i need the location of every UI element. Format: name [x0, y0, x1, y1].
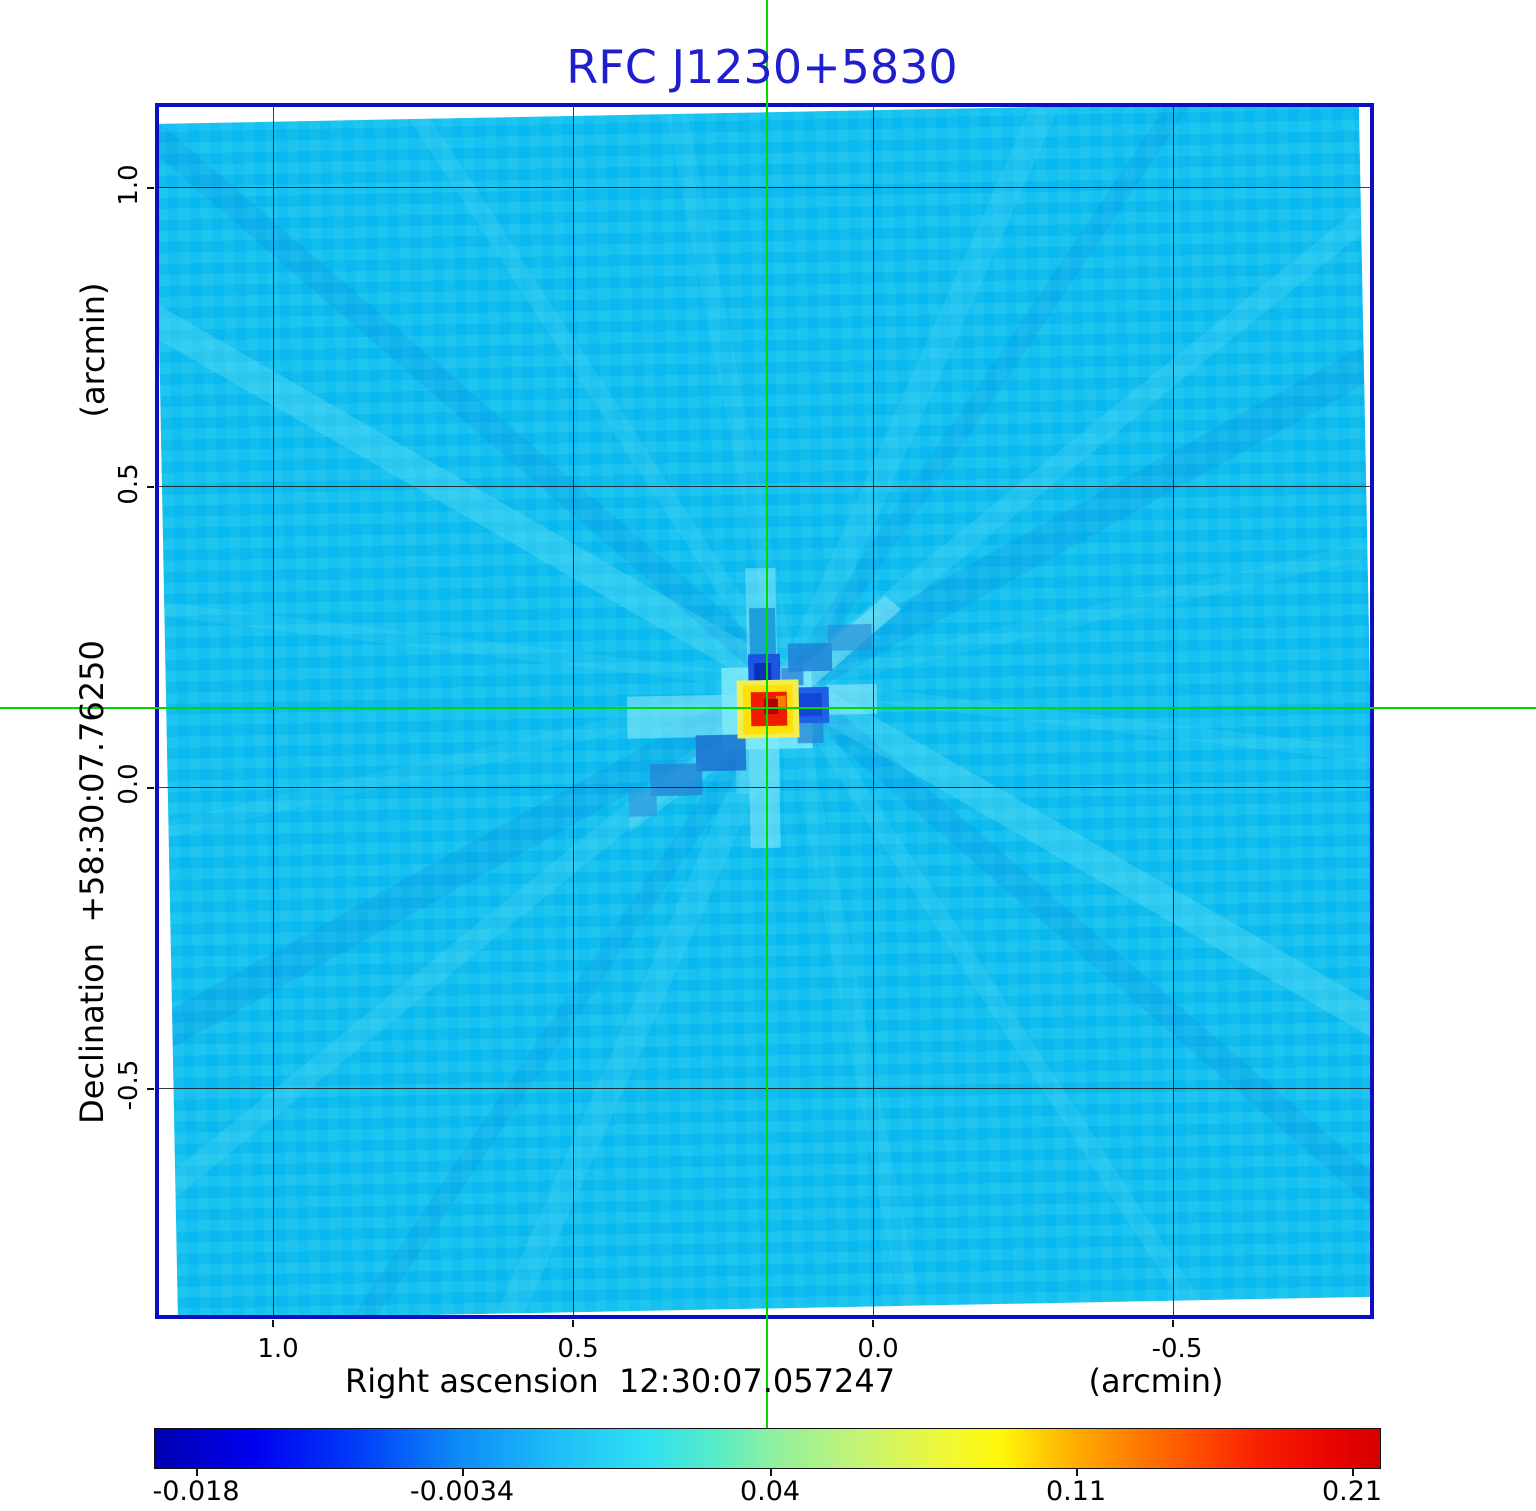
grid-line-ra-1.0	[273, 107, 274, 1315]
crosshair-horizontal-line	[0, 707, 1536, 709]
x-tick-label: 0.5	[557, 1334, 599, 1364]
y-tick-label: 0.5	[114, 463, 144, 505]
grid-line-dec--0.5	[159, 1088, 1370, 1089]
colorbar-tick-label: -0.0034	[409, 1476, 515, 1507]
colorbar-tick-label: 0.21	[1321, 1476, 1383, 1507]
colorbar-tick-label: 0.04	[739, 1476, 801, 1507]
grid-line-dec-0.5	[159, 486, 1370, 487]
grid-line-dec-0.0	[159, 787, 1370, 788]
colorbar-tickmark	[1076, 1469, 1078, 1476]
y-tickmark	[147, 1088, 154, 1090]
y-axis-unit: (arcmin)	[74, 282, 112, 418]
colorbar-tickmark	[770, 1469, 772, 1476]
y-tick-label: 1.0	[114, 164, 144, 206]
grid-line-ra--0.5	[1173, 107, 1174, 1315]
source-peak	[624, 565, 902, 851]
colorbar-tick-label: 0.11	[1045, 1476, 1107, 1507]
y-tick-label: 0.0	[114, 763, 144, 805]
y-tickmark	[147, 187, 154, 189]
x-tickmark	[572, 1320, 574, 1327]
colorbar-tickmark	[462, 1469, 464, 1476]
y-tick-label: -0.5	[114, 1059, 144, 1111]
y-tickmark	[147, 486, 154, 488]
colorbar-tickmark	[1352, 1469, 1354, 1476]
y-axis-label: Declination +58:30:07.76250	[73, 640, 111, 1124]
x-tick-label: 1.0	[257, 1334, 299, 1364]
grid-line-ra-0.0	[873, 107, 874, 1315]
grid-line-ra-0.5	[573, 107, 574, 1315]
x-tick-label: -0.5	[1151, 1334, 1203, 1364]
y-tickmark	[147, 787, 154, 789]
x-tickmark	[1172, 1320, 1174, 1327]
x-tickmark	[272, 1320, 274, 1327]
grid-line-dec-1.0	[159, 187, 1370, 188]
x-tick-label: 0.0	[857, 1334, 899, 1364]
page-title: RFC J1230+5830	[566, 40, 958, 94]
crosshair-vertical-line	[766, 0, 768, 1428]
colorbar-tick-label: -0.018	[152, 1476, 240, 1507]
colorbar	[154, 1428, 1381, 1476]
x-axis-label: Right ascension 12:30:07.057247	[344, 1362, 896, 1400]
x-tickmark	[872, 1320, 874, 1327]
plot-frame	[155, 103, 1374, 1319]
colorbar-tickmark	[196, 1469, 198, 1476]
x-axis-unit: (arcmin)	[1088, 1362, 1224, 1400]
